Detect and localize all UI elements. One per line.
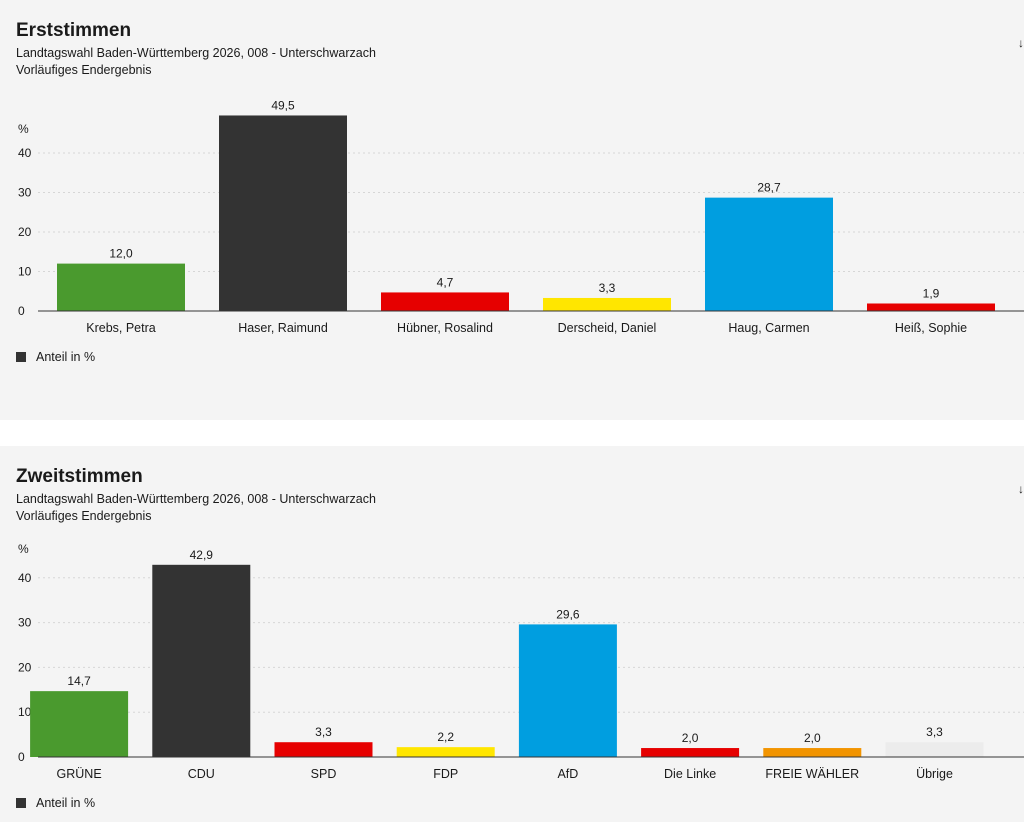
data-label: 3,3	[599, 281, 616, 295]
bar	[274, 742, 373, 757]
download-icon[interactable]: ↓	[1018, 36, 1024, 50]
bar	[381, 292, 509, 311]
y-tick-label: 10	[18, 705, 32, 719]
x-tick-label: Krebs, Petra	[86, 321, 156, 335]
chart-subtitle: Landtagswahl Baden-Württemberg 2026, 008…	[16, 46, 376, 60]
bar	[705, 197, 833, 311]
y-tick-label: 20	[18, 660, 32, 674]
x-tick-label: Haser, Raimund	[238, 321, 328, 335]
data-label: 2,2	[437, 730, 454, 744]
data-label: 2,0	[682, 731, 699, 745]
download-icon[interactable]: ↓	[1018, 482, 1024, 496]
y-tick-label: 40	[18, 571, 32, 585]
data-label: 28,7	[757, 181, 781, 195]
bar	[885, 742, 984, 757]
x-tick-label: Heiß, Sophie	[895, 321, 967, 335]
x-tick-label: FREIE WÄHLER	[765, 767, 859, 781]
data-label: 4,7	[437, 275, 454, 289]
y-tick-label: 0	[18, 304, 25, 318]
x-tick-label: AfD	[557, 767, 578, 781]
erststimmen-bar-chart: % 0 10 20 30 40 12,0 Krebs, Petra 49,5 Haser, Rai…	[18, 98, 1024, 335]
bar	[641, 748, 740, 757]
y-tick-label: 0	[18, 750, 25, 764]
x-tick-label: FDP	[433, 767, 458, 781]
y-tick-label: 10	[18, 265, 32, 279]
bar	[152, 564, 251, 757]
bar	[30, 691, 129, 757]
bar	[867, 303, 995, 311]
data-label: 3,3	[315, 725, 332, 739]
data-label: 49,5	[271, 98, 295, 112]
y-axis-unit-label: %	[18, 122, 29, 136]
chart-subtitle: Landtagswahl Baden-Württemberg 2026, 008…	[16, 492, 376, 506]
x-tick-label: Übrige	[916, 767, 953, 781]
bar	[763, 748, 862, 757]
y-tick-label: 40	[18, 146, 32, 160]
zweitstimmen-panel: Zweitstimmen Landtagswahl Baden-Württemb…	[0, 446, 1024, 822]
x-tick-label: Haug, Carmen	[728, 321, 809, 335]
y-axis-unit-label: %	[18, 542, 29, 556]
bar	[543, 297, 671, 311]
data-label: 14,7	[67, 674, 91, 688]
y-tick-label: 30	[18, 186, 32, 200]
bar	[518, 624, 617, 757]
bar	[57, 263, 185, 311]
x-tick-label: CDU	[188, 767, 215, 781]
y-tick-label: 20	[18, 225, 32, 239]
chart-status: Vorläufiges Endergebnis	[16, 509, 152, 523]
bar	[396, 747, 495, 757]
data-label: 1,9	[923, 286, 940, 300]
x-tick-label: SPD	[311, 767, 337, 781]
chart-legend: Anteil in %	[16, 796, 95, 810]
bar	[219, 115, 347, 311]
chart-status: Vorläufiges Endergebnis	[16, 63, 152, 77]
y-tick-label: 30	[18, 616, 32, 630]
legend-label: Anteil in %	[36, 350, 96, 364]
data-label: 12,0	[109, 247, 133, 261]
erststimmen-panel: Erststimmen Landtagswahl Baden-Württembe…	[0, 0, 1024, 420]
data-label: 3,3	[926, 725, 943, 739]
chart-legend: Anteil in %	[16, 350, 95, 364]
zweitstimmen-bar-chart: % 0 10 20 30 40 14,7 GRÜNE 42,9 CDU 3,3 SPD 2,2 FDP 29…	[18, 542, 1024, 781]
legend-label: Anteil in %	[36, 796, 96, 810]
data-label: 29,6	[556, 607, 580, 621]
legend-swatch	[16, 798, 26, 808]
x-tick-label: GRÜNE	[57, 767, 102, 781]
data-label: 2,0	[804, 731, 821, 745]
legend-swatch	[16, 352, 26, 362]
chart-title: Zweitstimmen	[16, 466, 143, 487]
chart-title: Erststimmen	[16, 20, 132, 41]
data-label: 42,9	[190, 548, 214, 562]
x-tick-label: Hübner, Rosalind	[397, 321, 493, 335]
x-tick-label: Die Linke	[664, 767, 716, 781]
x-tick-label: Derscheid, Daniel	[558, 321, 657, 335]
